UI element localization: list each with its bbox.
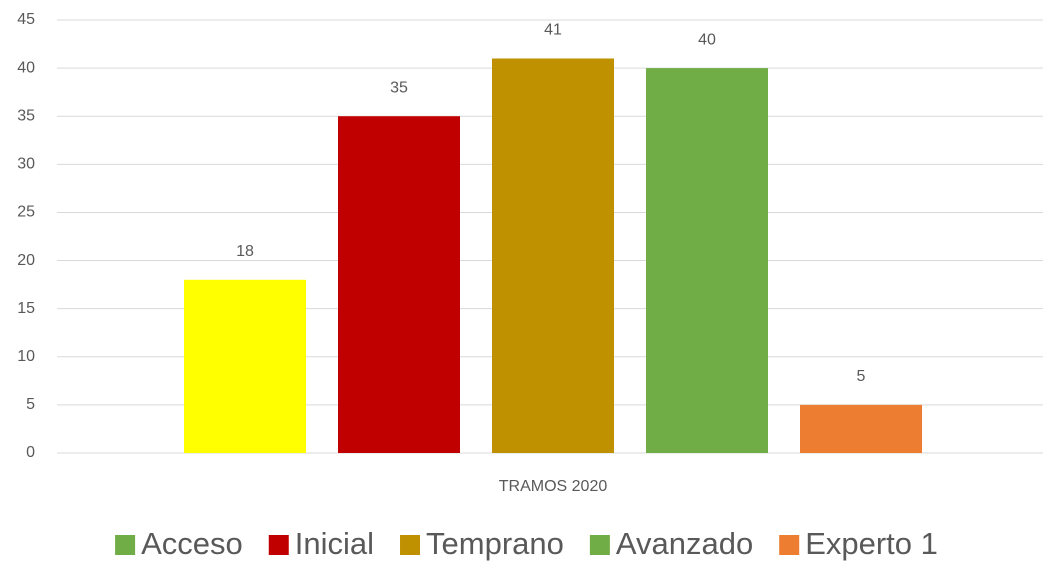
y-tick-label: 20 — [17, 252, 35, 269]
y-tick-label: 40 — [17, 59, 35, 76]
x-tick-label: TRAMOS 2020 — [499, 478, 608, 495]
legend-swatch — [779, 535, 800, 555]
legend-swatch — [400, 535, 421, 555]
bar — [646, 68, 768, 453]
legend: Acceso Inicial Temprano Avanzado Experto 1 — [115, 526, 938, 561]
data-label: 18 — [236, 243, 254, 260]
bar — [492, 58, 614, 453]
data-label: 5 — [857, 368, 866, 385]
bar — [184, 279, 306, 453]
y-tick-label: 45 — [17, 11, 35, 28]
bar — [338, 116, 460, 453]
bar — [800, 404, 922, 453]
y-tick-label: 35 — [17, 107, 35, 124]
y-tick-label: 5 — [26, 396, 35, 413]
y-tick-label: 0 — [26, 444, 35, 461]
y-tick-label: 25 — [17, 204, 35, 221]
y-tick-label: 30 — [17, 156, 35, 173]
y-tick-label: 15 — [17, 300, 35, 317]
data-label: 40 — [698, 31, 716, 48]
legend-swatch — [115, 535, 136, 555]
legend-label: Temprano — [426, 526, 564, 561]
legend-label: Experto 1 — [805, 526, 938, 561]
legend-swatch — [589, 535, 610, 555]
legend-label: Acceso — [141, 526, 243, 561]
legend-swatch — [268, 535, 289, 555]
data-label: 41 — [544, 22, 562, 39]
data-label: 35 — [390, 79, 408, 96]
y-tick-label: 10 — [17, 348, 35, 365]
legend-label: Avanzado — [616, 526, 753, 561]
legend-label: Inicial — [295, 526, 374, 561]
